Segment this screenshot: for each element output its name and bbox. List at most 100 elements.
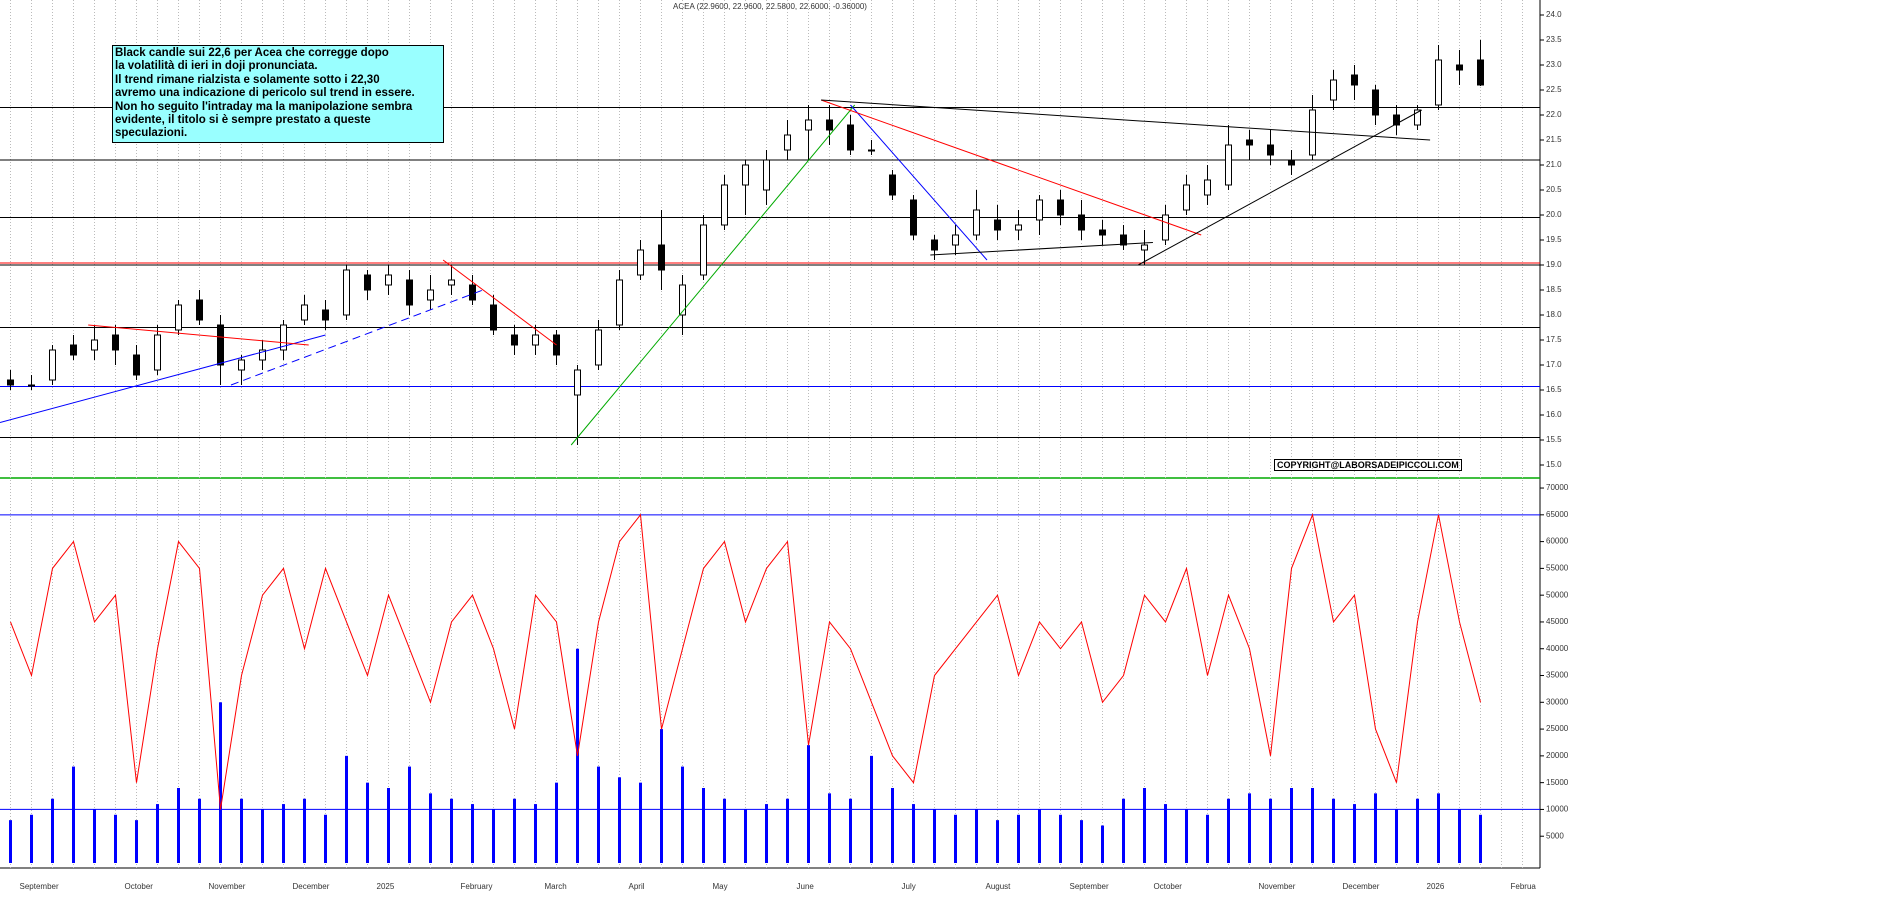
volume-bar	[786, 798, 789, 863]
x-tick-label: 2026	[1427, 882, 1445, 891]
y-tick-label: 40000	[1546, 644, 1569, 653]
volume-bar	[303, 798, 306, 863]
candle-body	[49, 349, 56, 381]
volume-bar	[198, 798, 201, 863]
candle-body	[175, 304, 182, 331]
candle-body	[259, 349, 266, 361]
candle-body	[1351, 74, 1358, 86]
candle-body	[637, 249, 644, 276]
volume-bar	[1479, 814, 1482, 863]
annotation-box: Black candle sui 22,6 per Acea che corre…	[112, 45, 444, 143]
candle-body	[133, 354, 140, 376]
volume-bar	[72, 766, 75, 863]
volume-bar	[597, 766, 600, 863]
trend-line	[88, 324, 309, 346]
y-tick-label: 25000	[1546, 724, 1569, 733]
candle-body	[427, 289, 434, 301]
volume-bar	[1059, 814, 1062, 863]
y-tick-label: 5000	[1546, 831, 1564, 840]
x-tick-label: February	[461, 882, 493, 891]
volume-bar	[555, 782, 558, 863]
x-tick-label: Februa	[1511, 882, 1537, 891]
candle-body	[385, 274, 392, 286]
volume-bar	[114, 814, 117, 863]
x-tick-label: September	[1070, 882, 1109, 891]
volume-bar	[975, 809, 978, 863]
candle-body	[1435, 59, 1442, 106]
x-tick-label: June	[797, 882, 815, 891]
volume-bar	[1206, 814, 1209, 863]
x-tick-label: November	[1259, 882, 1296, 891]
x-tick-label: 2025	[377, 882, 395, 891]
y-tick-label: 24.0	[1546, 10, 1562, 19]
y-tick-label: 65000	[1546, 510, 1569, 519]
candle-body	[1225, 144, 1232, 186]
candle-body	[1162, 214, 1169, 241]
candle-body	[364, 274, 371, 291]
annotation-line: Non ho seguito l'intraday ma la manipola…	[115, 100, 413, 113]
candle-body	[889, 174, 896, 196]
volume-bar	[51, 798, 54, 863]
candle-body	[742, 164, 749, 186]
candle-body	[1288, 159, 1295, 166]
annotation-line: Black candle sui 22,6 per Acea che corre…	[115, 47, 389, 59]
volume-bar	[1143, 788, 1146, 863]
volume-bar	[1185, 809, 1188, 863]
x-tick-label: October	[1154, 882, 1183, 891]
x-tick-label: September	[20, 882, 59, 891]
candle-body	[805, 119, 812, 131]
volume-bar	[1017, 814, 1020, 863]
candle-body	[1036, 199, 1043, 221]
volume-bar	[1374, 793, 1377, 863]
trend-line	[1137, 109, 1422, 266]
volume-bar	[366, 782, 369, 863]
volume-bar	[1122, 798, 1125, 863]
y-tick-label: 16.5	[1546, 385, 1562, 394]
volume-bar	[1269, 798, 1272, 863]
annotation-line: evidente, il titolo si è sempre prestato…	[115, 114, 371, 140]
volume-bar	[912, 804, 915, 863]
trend-line	[230, 289, 484, 386]
y-tick-label: 18.5	[1546, 285, 1562, 294]
y-tick-label: 22.5	[1546, 85, 1562, 94]
annotation-line: avremo una indicazione di pericolo sul t…	[115, 87, 415, 100]
candle-body	[1099, 229, 1106, 236]
volume-bar	[1332, 798, 1335, 863]
candle-body	[784, 134, 791, 151]
chart-title: ACEA (22.9600, 22.9600, 22.5800, 22.6000…	[673, 2, 867, 11]
y-tick-label: 17.5	[1546, 335, 1562, 344]
volume-bar	[954, 814, 957, 863]
candle-body	[994, 219, 1001, 231]
candle-body	[511, 334, 518, 346]
candle-body	[238, 359, 245, 371]
y-tick-label: 10000	[1546, 805, 1569, 814]
volume-bar	[324, 814, 327, 863]
candle-body	[1246, 139, 1253, 146]
volume-bar	[93, 809, 96, 863]
x-tick-label: December	[1343, 882, 1380, 891]
candle-body	[1372, 89, 1379, 116]
trend-line	[820, 99, 1202, 236]
volume-bar	[513, 798, 516, 863]
volume-bar	[1311, 788, 1314, 863]
candle-body	[154, 334, 161, 371]
volume-bar	[1038, 809, 1041, 863]
y-tick-label: 50000	[1546, 590, 1569, 599]
candle-body	[826, 119, 833, 131]
y-tick-label: 70000	[1546, 483, 1569, 492]
candle-body	[1330, 79, 1337, 101]
candle-body	[910, 199, 917, 236]
volume-bar	[219, 702, 222, 863]
y-tick-label: 19.0	[1546, 260, 1562, 269]
volume-bar	[933, 809, 936, 863]
y-tick-label: 35000	[1546, 671, 1569, 680]
volume-bar	[429, 793, 432, 863]
y-tick-label: 21.0	[1546, 160, 1562, 169]
volume-bar	[723, 798, 726, 863]
candle-body	[322, 309, 329, 321]
candle-body	[343, 269, 350, 316]
volume-bar	[1353, 804, 1356, 863]
y-tick-label: 20.5	[1546, 185, 1562, 194]
y-tick-label: 60000	[1546, 537, 1569, 546]
